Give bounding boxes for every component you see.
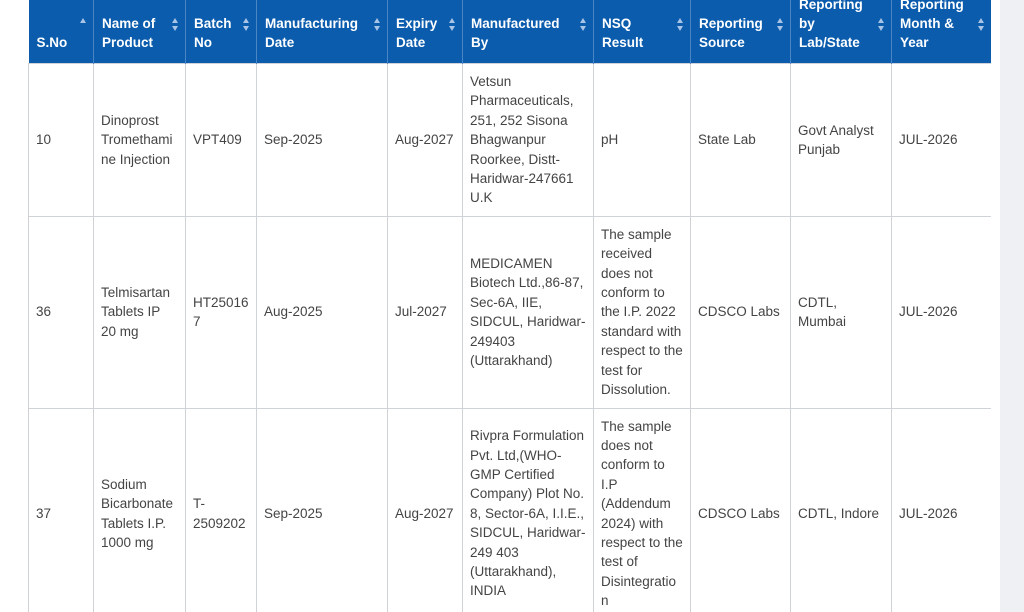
- table-cell: The sample does not conform to I.P (Adde…: [593, 407, 691, 612]
- table-row: 10 Dinoprost Tromethamine Injection VPT409…: [28, 63, 991, 217]
- table-cell: T-2509202: [185, 407, 257, 612]
- table-cell: Aug-2027: [387, 63, 463, 217]
- table-cell: MEDICAMEN Biotech Ltd.,86-87, Sec-6A, II…: [462, 215, 594, 409]
- header-label: Expiry Date: [396, 16, 438, 50]
- header-cell: Name of Product: [94, 0, 185, 63]
- column-header[interactable]: Expiry Date: [387, 0, 463, 64]
- sort-icon[interactable]: [777, 18, 784, 32]
- table-cell: pH: [593, 63, 691, 217]
- table-cell: Jul-2027: [387, 215, 463, 409]
- table-cell: 36: [28, 215, 94, 409]
- table-cell: Sep-2025: [256, 407, 388, 612]
- header-label: Reporting by Lab/State: [799, 0, 863, 50]
- table-cell: Aug-2027: [387, 407, 463, 612]
- table-row: 36 Telmisartan Tablets IP 20 mg HT250167 Au…: [28, 215, 991, 409]
- header-cell: S.No: [29, 0, 94, 63]
- table-cell: JUL-2026: [891, 215, 991, 409]
- table-body: 10 Dinoprost Tromethamine Injection VPT409…: [28, 63, 991, 612]
- sort-icon[interactable]: [580, 18, 587, 32]
- header-label: NSQ Result: [602, 16, 644, 50]
- table-cell: JUL-2026: [891, 407, 991, 612]
- header-label: Reporting Source: [699, 16, 763, 50]
- header-cell: Manufacturing Date: [257, 0, 387, 63]
- header-label: Reporting Month & Year: [900, 0, 964, 50]
- table-cell: Sodium Bicarbonate Tablets I.P. 1000 mg: [93, 407, 186, 612]
- header-label: S.No: [36, 35, 68, 50]
- header-label: Batch No: [194, 16, 232, 50]
- scroll-track: [1000, 0, 1024, 612]
- header-label: Name of Product: [102, 16, 156, 50]
- table-cell: The sample received does not conform to …: [593, 215, 691, 409]
- column-header[interactable]: Batch No: [185, 0, 257, 64]
- nsq-table: S.No Name of Product Batch No Manufacturing…: [28, 0, 991, 612]
- column-header[interactable]: S.No: [28, 0, 94, 64]
- table-cell: 37: [28, 407, 94, 612]
- column-header[interactable]: NSQ Result: [593, 0, 691, 64]
- table-cell: Dinoprost Tromethamine Injection: [93, 63, 186, 217]
- table-cell: Aug-2025: [256, 215, 388, 409]
- header-label: Manufacturing Date: [265, 16, 358, 50]
- header-label: Manufactured By: [471, 16, 560, 50]
- sort-icon[interactable]: [243, 18, 250, 32]
- column-header[interactable]: Reporting Source: [690, 0, 791, 64]
- sort-icon[interactable]: [677, 18, 684, 32]
- header-cell: NSQ Result: [594, 0, 690, 63]
- header-cell: Batch No: [186, 0, 256, 63]
- sort-icon[interactable]: [449, 18, 456, 32]
- table-container: S.No Name of Product Batch No Manufacturing…: [28, 0, 991, 612]
- table-cell: Vetsun Pharmaceuticals, 251, 252 Sisona …: [462, 63, 594, 217]
- header-cell: Manufactured By: [463, 0, 593, 63]
- table-cell: State Lab: [690, 63, 791, 217]
- table-cell: Sep-2025: [256, 63, 388, 217]
- column-header[interactable]: Reporting by Lab/State: [790, 0, 892, 64]
- column-header[interactable]: Reporting Month & Year: [891, 0, 991, 64]
- table-cell: CDTL, Mumbai: [790, 215, 892, 409]
- column-header[interactable]: Manufactured By: [462, 0, 594, 64]
- table-cell: HT250167: [185, 215, 257, 409]
- column-header[interactable]: Manufacturing Date: [256, 0, 388, 64]
- sort-icon[interactable]: [172, 18, 179, 32]
- header-cell: Reporting by Lab/State: [791, 0, 891, 63]
- sort-icon[interactable]: [978, 18, 985, 32]
- header-cell: Expiry Date: [388, 0, 462, 63]
- table-cell: VPT409: [185, 63, 257, 217]
- table-cell: JUL-2026: [891, 63, 991, 217]
- table-cell: CDSCO Labs: [690, 215, 791, 409]
- header-row: S.No Name of Product Batch No Manufacturing…: [28, 0, 991, 64]
- sort-icon[interactable]: [878, 18, 885, 32]
- table-cell: CDSCO Labs: [690, 407, 791, 612]
- table-cell: Telmisartan Tablets IP 20 mg: [93, 215, 186, 409]
- header-cell: Reporting Month & Year: [892, 0, 991, 63]
- table-cell: Rivpra Formulation Pvt. Ltd,(WHO-GMP Cer…: [462, 407, 594, 612]
- table-row: 37 Sodium Bicarbonate Tablets I.P. 1000 m…: [28, 407, 991, 612]
- header-cell: Reporting Source: [691, 0, 790, 63]
- table-cell: CDTL, Indore: [790, 407, 892, 612]
- column-header[interactable]: Name of Product: [93, 0, 186, 64]
- sort-icon[interactable]: [80, 18, 87, 32]
- sort-icon[interactable]: [374, 18, 381, 32]
- table-cell: Govt Analyst Punjab: [790, 63, 892, 217]
- table-cell: 10: [28, 63, 94, 217]
